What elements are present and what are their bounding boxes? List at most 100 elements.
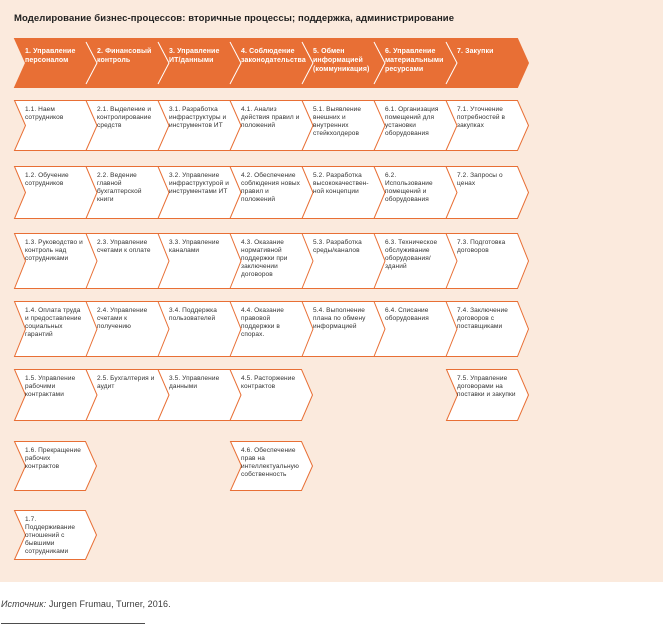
chevron-separator xyxy=(85,166,98,219)
process-group-label: 2. Финансовый контроль xyxy=(97,48,152,64)
source-text: Jurgen Frumau, Turner, 2016. xyxy=(48,599,171,609)
process-group-label: 5. Обмен информацией (коммуникация) xyxy=(313,48,370,73)
chevron-separator xyxy=(157,166,170,219)
process-cell: 4.4. Оказание правовой поддержки в спора… xyxy=(241,307,284,338)
process-cell: 5.4. Выполнение плана по обмену информац… xyxy=(313,307,366,330)
chevron-shape xyxy=(13,441,98,491)
chevron-separator xyxy=(373,100,386,151)
chevron-separator xyxy=(373,233,386,289)
footnote-divider xyxy=(1,623,145,624)
chevron-shape xyxy=(13,166,530,219)
process-bar: 1.2. Обучение сотрудников 2.2. Ведение гл… xyxy=(13,166,530,219)
chevron-shape xyxy=(13,233,530,289)
process-bar: 1.7. Поддерживание отношений с бывшими с… xyxy=(13,510,98,560)
chevron-separator xyxy=(85,41,98,85)
process-cell: 1.6. Прекращение рабочих контрактов xyxy=(25,447,81,470)
chevron-separator xyxy=(373,166,386,219)
process-cell: 7.3. Подготовка договоров xyxy=(457,239,506,254)
process-cell: 3.3. Управление каналами xyxy=(169,239,220,254)
chevron-shape xyxy=(13,301,530,357)
chevron-separator xyxy=(157,233,170,289)
chevron-separator xyxy=(373,301,386,357)
process-cell: 6.3. Техническое обслуживание оборудован… xyxy=(385,239,438,270)
process-cell: 1.2. Обучение сотрудников xyxy=(25,172,69,187)
process-cell: 7.1. Уточнение потребностей в закупках xyxy=(457,106,506,129)
banner-bar: 1. Управление персоналом 2. Финансовый ко… xyxy=(13,38,530,88)
chevron-separator xyxy=(85,100,98,151)
chevron-shape xyxy=(13,38,530,88)
chevron-separator xyxy=(301,166,314,219)
chevron-separator xyxy=(157,100,170,151)
process-bar: 1.5. Управление рабочими контрактами 2.5.… xyxy=(13,369,314,421)
process-cell: 3.4. Поддержка пользователей xyxy=(169,307,217,322)
chevron-separator xyxy=(229,369,242,421)
process-cell: 6.2. Использование помещений и оборудова… xyxy=(385,172,433,203)
diagram-background: Моделирование бизнес-процессов: вторичны… xyxy=(0,0,663,582)
process-group-label: 7. Закупки xyxy=(457,48,494,55)
chevron-shape xyxy=(13,369,314,421)
chevron-separator xyxy=(85,301,98,357)
chevron-separator xyxy=(157,301,170,357)
process-cell: 6.1. Организация помещений для установки… xyxy=(385,106,439,137)
figure-title: Моделирование бизнес-процессов: вторичны… xyxy=(14,13,455,24)
source-label: Источник: xyxy=(1,599,47,609)
process-cell: 7.2. Запросы о ценах xyxy=(457,172,503,187)
process-bar: 1.6. Прекращение рабочих контрактов xyxy=(13,441,98,491)
process-cell: 4.5. Расторжение контрактов xyxy=(241,375,296,390)
process-cell: 2.1. Выделение и контролирование средств xyxy=(97,106,152,129)
chevron-shape xyxy=(13,510,98,560)
process-cell: 7.4. Заключение договоров с поставщиками xyxy=(457,307,508,330)
process-cell: 5.2. Разработка высококачествен-ной конц… xyxy=(313,172,369,195)
process-bar: 7.5. Управление договорами на поставки и… xyxy=(445,369,530,421)
chevron-shape xyxy=(229,441,314,491)
chevron-separator xyxy=(229,41,242,85)
process-cell: 4.1. Анализ действия правил и положений xyxy=(241,106,300,129)
process-bar: 1.1. Наем сотрудников 2.1. Выделение и ко… xyxy=(13,100,530,151)
process-cell: 1.5. Управление рабочими контрактами xyxy=(25,375,76,398)
process-cell: 3.2. Управление инфраструктурой и инстру… xyxy=(169,172,229,195)
process-group-label: 6. Управление материальными ресурсами xyxy=(385,48,444,73)
chevron-separator xyxy=(229,100,242,151)
process-cell: 1.4. Оплата труда и предоставление социа… xyxy=(25,307,82,338)
process-group-label: 4. Соблюдение законодательства xyxy=(241,48,306,64)
chevron-separator xyxy=(301,301,314,357)
chevron-separator xyxy=(445,166,458,219)
chevron-shape xyxy=(445,369,530,421)
process-bar: 1.4. Оплата труда и предоставление социа… xyxy=(13,301,530,357)
chevron-separator xyxy=(301,100,314,151)
chevron-separator xyxy=(373,41,386,85)
process-cell: 4.3. Оказание нормативной поддержки при … xyxy=(241,239,288,278)
chevron-separator xyxy=(301,41,314,85)
process-cell: 3.5. Управление данными xyxy=(169,375,220,390)
process-bar: 4.6. Обеспечение прав на интеллектуальну… xyxy=(229,441,314,491)
chevron-separator xyxy=(85,369,98,421)
process-group-label: 1. Управление персоналом xyxy=(25,48,76,64)
chevron-separator xyxy=(229,233,242,289)
process-cell: 7.5. Управление договорами на поставки и… xyxy=(457,375,516,398)
process-group-label: 3. Управление ИТ/данными xyxy=(169,48,220,64)
chevron-separator xyxy=(445,100,458,151)
process-cell: 1.3. Руководство и контроль над сотрудни… xyxy=(25,239,83,262)
process-cell: 3.1. Разработка инфраструктуры и инструм… xyxy=(169,106,227,129)
process-cell: 2.5. Бухгалтерия и аудит xyxy=(97,375,155,390)
process-cell: 4.2. Обеспечение соблюдения новых правил… xyxy=(241,172,301,203)
process-cell: 2.4. Управление счетами к получению xyxy=(97,307,148,330)
chevron-separator xyxy=(157,41,170,85)
chevron-shape xyxy=(13,100,530,151)
chevron-separator xyxy=(445,41,458,85)
process-cell: 2.3. Управление счетами к оплате xyxy=(97,239,151,254)
process-cell: 1.7. Поддерживание отношений с бывшими с… xyxy=(25,516,76,555)
process-cell: 1.1. Наем сотрудников xyxy=(25,106,64,121)
process-cell: 5.3. Разработка среды/каналов xyxy=(313,239,362,254)
chevron-separator xyxy=(301,233,314,289)
process-cell: 4.6. Обеспечение прав на интеллектуальну… xyxy=(241,447,299,478)
chevron-separator xyxy=(229,166,242,219)
chevron-separator xyxy=(229,301,242,357)
process-cell: 2.2. Ведение главной бухгалтерской книги xyxy=(97,172,142,203)
chevron-separator xyxy=(445,233,458,289)
chevron-separator xyxy=(157,369,170,421)
source-caption: Источник: Jurgen Frumau, Turner, 2016. xyxy=(1,599,171,609)
process-cell: 5.1. Выявление внешних и внутренних стей… xyxy=(313,106,362,137)
process-cell: 6.4. Списание оборудования xyxy=(385,307,429,322)
